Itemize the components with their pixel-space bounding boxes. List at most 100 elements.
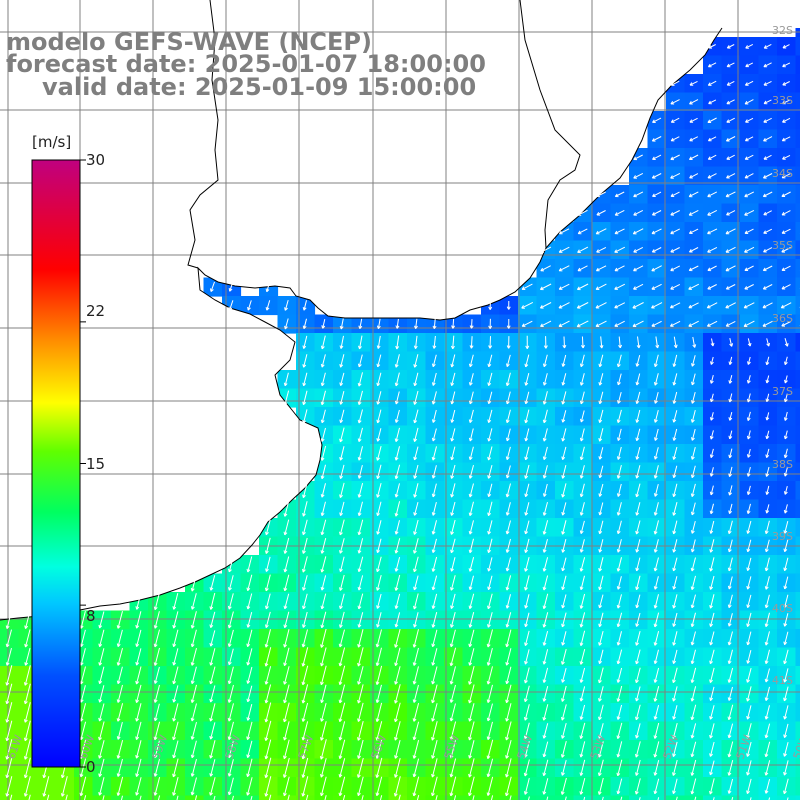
wind-arrowhead (653, 475, 658, 479)
wind-arrow (765, 649, 770, 664)
wind-arrowhead (765, 509, 770, 514)
wind-arrow (80, 776, 87, 796)
wind-arrowhead (561, 661, 565, 665)
colorbar-tick-0: 0 (86, 758, 96, 776)
wind-arrow (747, 631, 752, 646)
lat-label: 34S (772, 167, 793, 180)
wind-arrow (191, 758, 197, 777)
wind-arrow (358, 538, 364, 554)
wind-arrow (415, 335, 418, 349)
wind-arrow (675, 796, 678, 800)
wind-arrowhead (153, 754, 158, 759)
wind-arrowhead (707, 63, 712, 68)
wind-arrow (376, 574, 382, 591)
wind-arrowhead (746, 697, 750, 702)
wind-arrowhead (783, 491, 788, 495)
wind-cell (314, 795, 334, 800)
wind-arrow (157, 795, 161, 800)
wind-arrowhead (691, 381, 695, 386)
wind-arrowhead (560, 791, 565, 795)
wind-arrow (340, 354, 345, 368)
wind-arrow (651, 265, 662, 272)
wind-arrow (617, 594, 622, 609)
wind-arrowhead (651, 267, 655, 272)
wind-arrowhead (764, 734, 769, 739)
wind-cell (795, 610, 800, 630)
wind-arrow (725, 191, 736, 198)
wind-arrowhead (728, 491, 733, 496)
wind-arrowhead (709, 679, 713, 683)
wind-arrow (691, 667, 697, 683)
wind-arrowhead (135, 792, 139, 796)
wind-arrow (396, 335, 400, 350)
wind-arrow (558, 246, 570, 253)
wind-arrow (543, 575, 549, 591)
wind-arrowhead (153, 625, 158, 629)
wind-arrow (654, 667, 660, 683)
wind-arrowhead (302, 325, 307, 330)
wind-arrow (283, 776, 290, 796)
wind-arrowhead (561, 604, 566, 609)
wind-arrow (357, 684, 364, 704)
wind-arrowhead (783, 771, 787, 776)
wind-arrow (725, 302, 736, 309)
wind-arrowhead (598, 679, 602, 684)
wind-arrowhead (320, 550, 325, 554)
wind-arrow (358, 556, 364, 572)
wind-arrowhead (764, 660, 769, 665)
wind-arrowhead (521, 323, 526, 327)
wind-cell (795, 129, 800, 149)
wind-arrow (673, 373, 678, 386)
wind-arrowhead (488, 325, 493, 329)
wind-cell (536, 795, 556, 800)
wind-arrowhead (616, 363, 621, 368)
wind-arrowhead (707, 193, 711, 198)
wind-arrow (580, 446, 585, 460)
wind-arrow (559, 228, 570, 235)
wind-arrow (598, 723, 604, 739)
wind-arrowhead (633, 286, 637, 290)
wind-arrow (580, 373, 585, 386)
wind-arrow (358, 501, 363, 516)
wind-arrow (320, 776, 327, 796)
wind-arrow (599, 428, 604, 442)
wind-arrow (413, 612, 419, 628)
wind-arrowhead (246, 661, 251, 666)
wind-arrowhead (469, 325, 474, 329)
wind-arrow (506, 428, 511, 442)
wind-arrow (763, 99, 772, 105)
wind-arrow (357, 647, 364, 667)
wind-arrow (744, 154, 754, 160)
wind-arrow (670, 247, 680, 253)
wind-arrowhead (431, 400, 436, 405)
wind-arrow (6, 702, 13, 723)
wind-arrow (284, 629, 290, 648)
wind-arrowhead (524, 512, 529, 516)
wind-arrowhead (23, 682, 28, 686)
wind-arrow (784, 705, 789, 720)
wind-arrow (540, 283, 552, 290)
wind-arrowhead (265, 306, 270, 311)
wind-arrowhead (783, 678, 788, 683)
wind-arrow (136, 666, 142, 685)
wind-arrow (469, 520, 474, 535)
wind-arrowhead (783, 530, 788, 534)
wind-arrow (784, 557, 789, 571)
wind-arrowhead (135, 773, 140, 777)
wind-arrowhead (394, 718, 398, 723)
wind-arrow (599, 391, 604, 404)
wind-arrowhead (689, 101, 693, 105)
wind-arrowhead (616, 772, 621, 777)
wind-arrowhead (468, 717, 472, 722)
wind-arrowhead (765, 416, 770, 421)
wind-arrowhead (116, 625, 121, 629)
wind-arrow (506, 666, 512, 684)
wind-arrow (580, 391, 585, 405)
wind-arrowhead (302, 494, 306, 499)
wind-arrow (210, 611, 216, 628)
wind-arrow (562, 520, 567, 535)
wind-arrowhead (561, 567, 566, 572)
wind-arrowhead (190, 699, 195, 703)
wind-arrow (763, 265, 773, 271)
wind-arrowhead (172, 773, 176, 778)
